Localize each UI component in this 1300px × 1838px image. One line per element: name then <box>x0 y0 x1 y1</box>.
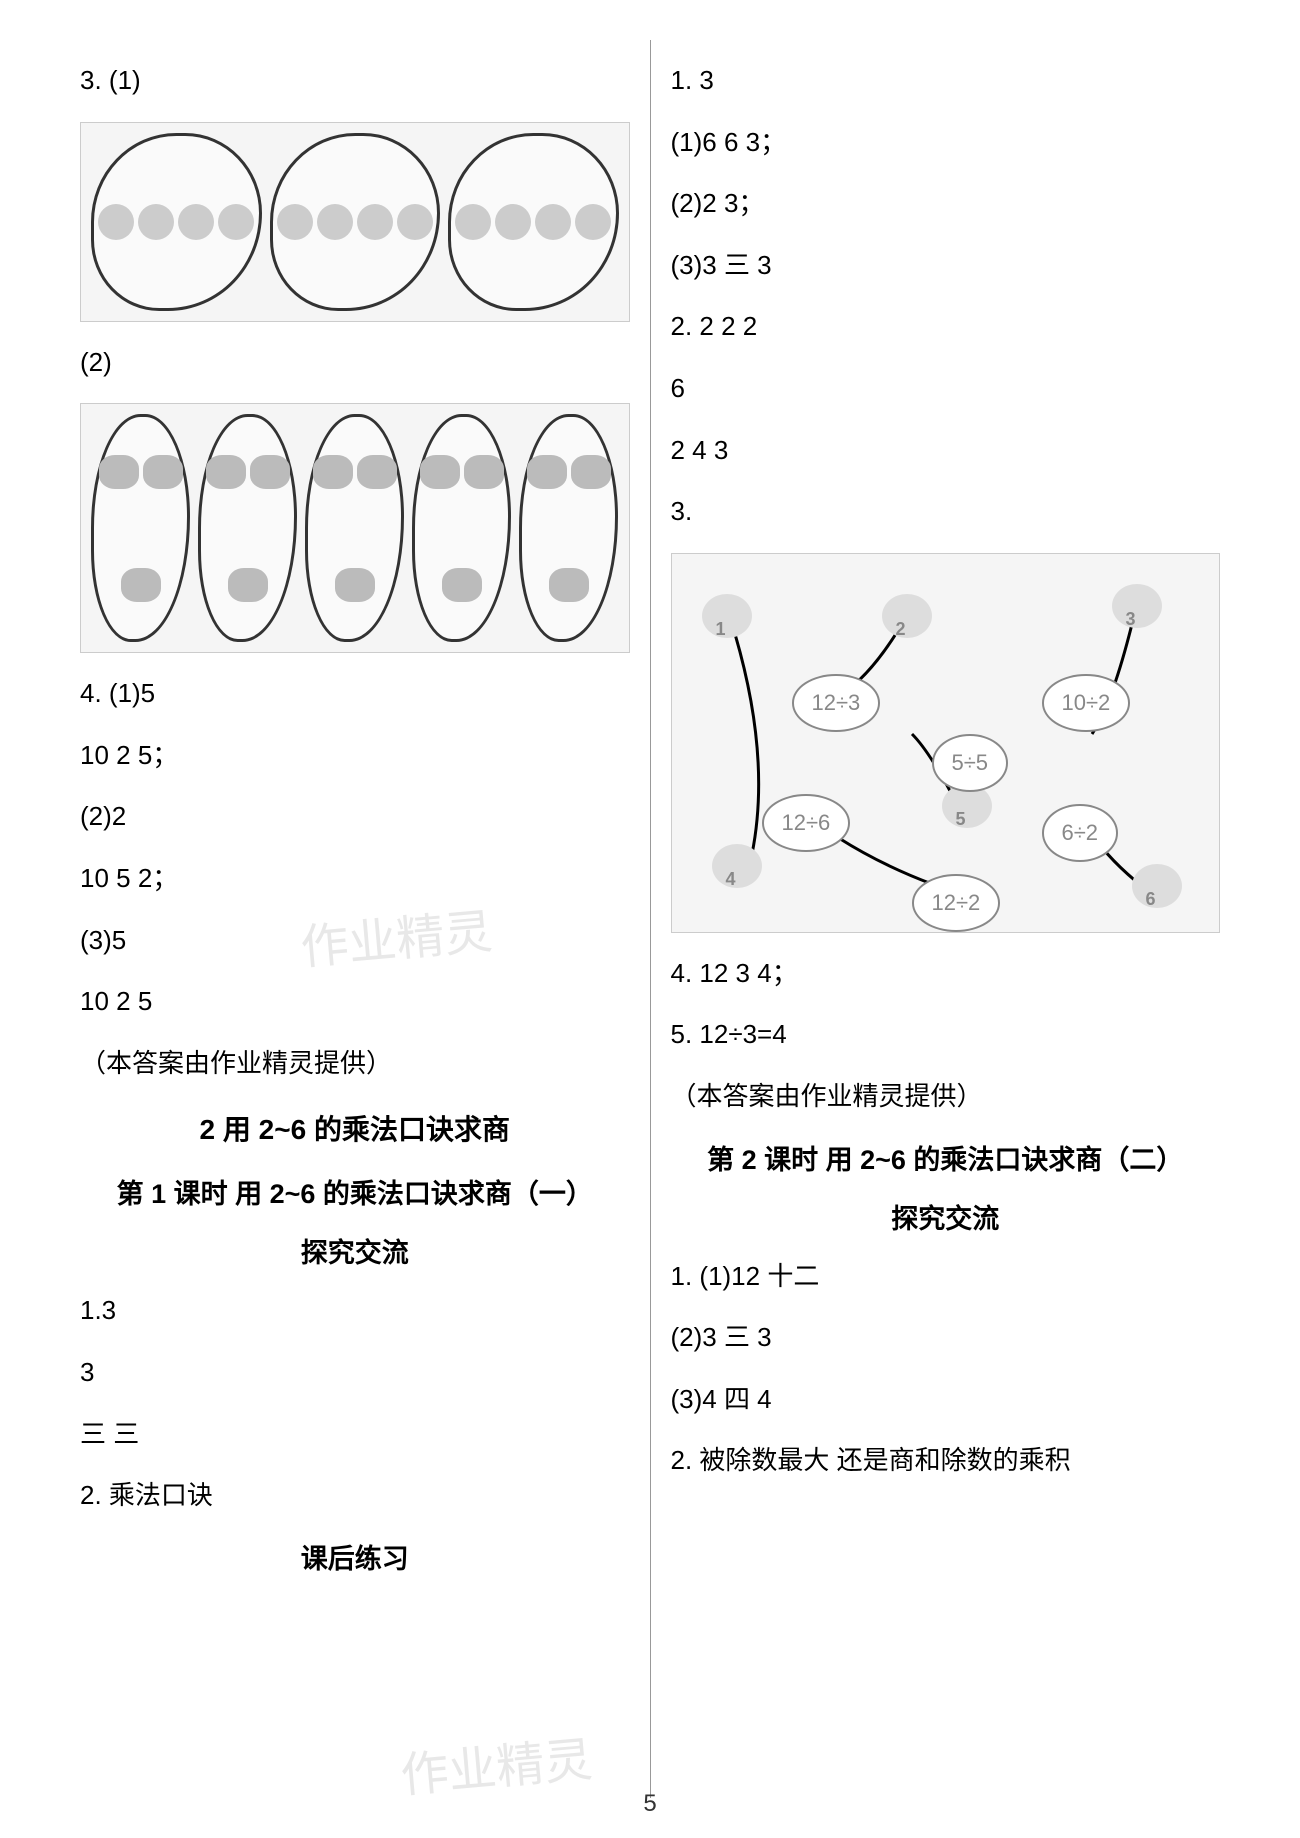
r9: 4. 12 3 4； <box>671 953 1221 995</box>
frog-icon <box>98 204 134 240</box>
left-heading-2: 第 1 课时 用 2~6 的乘法口诀求商（一） <box>80 1172 630 1211</box>
bee-diagram-inner: 12÷3 10÷2 5÷5 12÷6 6÷2 12÷2 <box>672 554 1220 932</box>
left-column: 3. (1) <box>60 40 651 1798</box>
bee-matching-diagram: 12÷3 10÷2 5÷5 12÷6 6÷2 12÷2 <box>671 553 1221 933</box>
turtle-icon <box>228 568 268 602</box>
left-l3: 三 三 <box>80 1414 630 1456</box>
q4-l1: 10 2 5； <box>80 735 630 777</box>
turtle-icon <box>442 568 482 602</box>
frog-icon <box>495 204 531 240</box>
turtle-icon <box>121 568 161 602</box>
q4-l4: (3)5 <box>80 920 630 962</box>
turtle-group <box>91 414 190 642</box>
frog-icon <box>277 204 313 240</box>
turtle-icon <box>527 455 567 489</box>
r2: (1)6 6 3； <box>671 122 1221 164</box>
cloud-expr: 12÷3 <box>792 674 881 732</box>
turtle-icon <box>143 455 183 489</box>
r14: 2. 被除数最大 还是商和除数的乘积 <box>671 1440 1221 1482</box>
r10: 5. 12÷3=4 <box>671 1014 1221 1056</box>
r1: 1. 3 <box>671 60 1221 102</box>
right-subheading-1: 探究交流 <box>671 1197 1221 1236</box>
left-subheading-1: 探究交流 <box>80 1231 630 1270</box>
turtle-group <box>198 414 297 642</box>
frog-group <box>270 133 441 311</box>
frog-group <box>448 133 619 311</box>
turtle-icon <box>549 568 589 602</box>
left-subheading-2: 课后练习 <box>80 1537 630 1576</box>
turtle-icon <box>571 455 611 489</box>
credit-right: （本答案由作业精灵提供） <box>671 1076 1221 1118</box>
r12: (2)3 三 3 <box>671 1317 1221 1359</box>
frog-icon <box>218 204 254 240</box>
bee-icon <box>702 594 752 638</box>
left-l4: 2. 乘法口诀 <box>80 1475 630 1517</box>
turtle-icon <box>250 455 290 489</box>
frog-icon <box>455 204 491 240</box>
turtle-icon <box>313 455 353 489</box>
left-l1: 1.3 <box>80 1290 630 1332</box>
r5: 2. 2 2 2 <box>671 306 1221 348</box>
frog-icon <box>178 204 214 240</box>
frog-icon <box>357 204 393 240</box>
r8: 3. <box>671 491 1221 533</box>
frog-icon <box>138 204 174 240</box>
turtle-group <box>519 414 618 642</box>
q4-l2: (2)2 <box>80 796 630 838</box>
turtle-icon <box>464 455 504 489</box>
frog-icon <box>575 204 611 240</box>
left-l2: 3 <box>80 1352 630 1394</box>
cloud-expr: 10÷2 <box>1042 674 1131 732</box>
credit-left: （本答案由作业精灵提供） <box>80 1043 630 1085</box>
bee-icon <box>1112 584 1162 628</box>
turtle-icon <box>99 455 139 489</box>
frog-icon <box>535 204 571 240</box>
bee-icon <box>882 594 932 638</box>
page-number: 5 <box>643 1790 656 1818</box>
cloud-expr: 12÷2 <box>912 874 1001 932</box>
q4-l3: 10 5 2； <box>80 858 630 900</box>
r7: 2 4 3 <box>671 430 1221 472</box>
left-heading-1: 2 用 2~6 的乘法口诀求商 <box>80 1108 630 1148</box>
cloud-expr: 12÷6 <box>762 794 851 852</box>
frog-group <box>91 133 262 311</box>
turtle-icon <box>357 455 397 489</box>
r6: 6 <box>671 368 1221 410</box>
frog-icon <box>317 204 353 240</box>
turtle-icon <box>335 568 375 602</box>
q3-label: 3. (1) <box>80 60 630 102</box>
r11: 1. (1)12 十二 <box>671 1256 1221 1298</box>
cloud-expr: 5÷5 <box>932 734 1009 792</box>
turtle-icon <box>420 455 460 489</box>
r3: (2)2 3； <box>671 183 1221 225</box>
q4-l5: 10 2 5 <box>80 981 630 1023</box>
right-heading-1: 第 2 课时 用 2~6 的乘法口诀求商（二） <box>671 1138 1221 1177</box>
page-container: 3. (1) <box>60 40 1240 1798</box>
q3-sub2: (2) <box>80 342 630 384</box>
turtle-groups <box>81 404 629 652</box>
q4-label: 4. (1)5 <box>80 673 630 715</box>
r13: (3)4 四 4 <box>671 1379 1221 1421</box>
turtle-grouping-image <box>80 403 630 653</box>
frog-groups <box>81 123 629 321</box>
frog-icon <box>397 204 433 240</box>
right-column: 1. 3 (1)6 6 3； (2)2 3； (3)3 三 3 2. 2 2 2… <box>651 40 1241 1798</box>
frog-grouping-image <box>80 122 630 322</box>
cloud-expr: 6÷2 <box>1042 804 1119 862</box>
r4: (3)3 三 3 <box>671 245 1221 287</box>
turtle-icon <box>206 455 246 489</box>
bee-icon <box>712 844 762 888</box>
turtle-group <box>412 414 511 642</box>
bee-icon <box>1132 864 1182 908</box>
turtle-group <box>305 414 404 642</box>
